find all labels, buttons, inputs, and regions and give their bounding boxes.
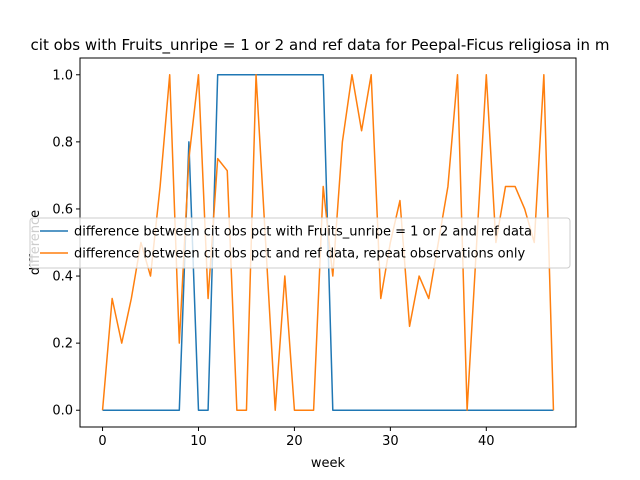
y-tick-label: 0.2	[52, 337, 73, 352]
y-tick-label: 0.8	[52, 135, 73, 150]
legend-label-1: difference between cit obs pct with Frui…	[74, 225, 532, 240]
y-tick-label: 0.0	[52, 404, 73, 419]
x-tick-label: 10	[190, 434, 207, 449]
y-axis: 0.0 0.2 0.4 0.6 0.8 1.0	[52, 68, 80, 419]
x-tick-label: 40	[478, 434, 495, 449]
x-axis: 0 10 20 30 40	[98, 427, 495, 449]
y-tick-label: 0.4	[52, 270, 73, 285]
legend-box	[29, 217, 571, 269]
x-axis-label: week	[311, 456, 346, 471]
chart-title: cit obs with Fruits_unripe = 1 or 2 and …	[31, 36, 610, 55]
y-tick-label: 1.0	[52, 68, 73, 83]
x-tick-label: 30	[382, 434, 399, 449]
legend: difference between cit obs pct with Frui…	[29, 217, 571, 269]
y-tick-label: 0.6	[52, 202, 73, 217]
x-tick-label: 20	[286, 434, 303, 449]
legend-label-2: difference between cit obs pct and ref d…	[74, 247, 525, 262]
x-tick-label: 0	[98, 434, 106, 449]
